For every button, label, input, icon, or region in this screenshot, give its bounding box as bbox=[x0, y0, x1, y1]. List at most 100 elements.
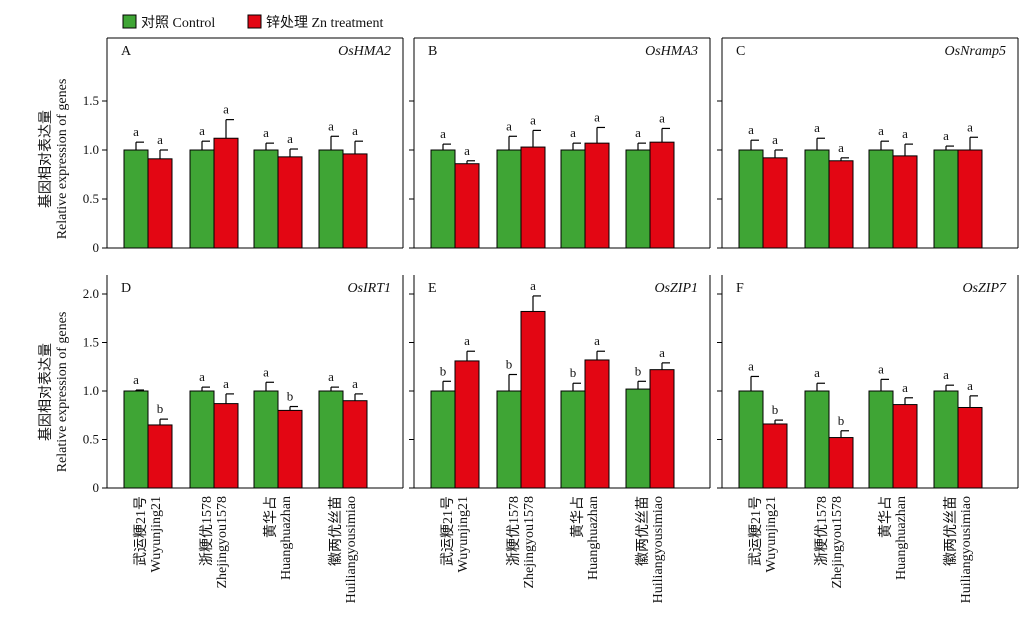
bar bbox=[804, 149, 830, 249]
significance-letter: a bbox=[902, 380, 908, 395]
significance-letter: a bbox=[594, 333, 600, 348]
bar bbox=[520, 146, 546, 249]
bar bbox=[868, 149, 894, 249]
significance-letter: a bbox=[352, 123, 358, 138]
x-category-zh: 黄华占 bbox=[262, 496, 279, 538]
significance-letter: a bbox=[943, 128, 949, 143]
significance-letter: b bbox=[506, 357, 513, 372]
y-tick-label: 0 bbox=[93, 480, 100, 495]
x-category-label: 黄华占 Huanghuazhan bbox=[569, 496, 601, 580]
y-tick-label: 0.5 bbox=[83, 191, 99, 206]
significance-letter: a bbox=[440, 126, 446, 141]
bar bbox=[520, 310, 546, 489]
y-axis-label-en: Relative expression of genes bbox=[55, 79, 70, 240]
x-category-zh: 浙粳优1578 bbox=[506, 496, 522, 566]
x-category-zh: 黄华占 bbox=[569, 496, 586, 538]
significance-letter: a bbox=[772, 132, 778, 147]
significance-letter: a bbox=[464, 333, 470, 348]
significance-letter: a bbox=[157, 132, 163, 147]
x-category-zh: 浙粳优1578 bbox=[814, 496, 830, 566]
legend-control-swatch bbox=[122, 14, 137, 29]
y-axis-label-zh: 基因相对表达量 bbox=[37, 110, 54, 208]
significance-letter: a bbox=[838, 140, 844, 155]
bar bbox=[625, 149, 651, 249]
significance-letter: a bbox=[878, 361, 884, 376]
significance-letter: a bbox=[659, 345, 665, 360]
gene-name: OsNramp5 bbox=[945, 44, 1006, 59]
x-category-label: 徽两优丝苗 Huiliangyousimiao bbox=[328, 496, 359, 603]
bar bbox=[584, 359, 610, 489]
x-category-label: 武运粳21号 Wuyunjing21 bbox=[748, 496, 779, 572]
y-axis-label-en: Relative expression of genes bbox=[55, 312, 70, 473]
bar bbox=[933, 390, 959, 489]
gene-name: OsHMA2 bbox=[338, 44, 391, 59]
significance-letter: a bbox=[943, 367, 949, 382]
x-category-zh: 徽两优丝苗 bbox=[943, 496, 959, 566]
bar bbox=[213, 137, 239, 249]
significance-letter: a bbox=[263, 125, 269, 140]
significance-letter: b bbox=[287, 389, 294, 404]
legend-treatment-swatch bbox=[247, 14, 262, 29]
significance-letter: a bbox=[967, 378, 973, 393]
y-axis-label-zh: 基因相对表达量 bbox=[37, 343, 54, 441]
bar bbox=[123, 149, 149, 249]
bar bbox=[496, 149, 522, 249]
significance-letter: a bbox=[263, 364, 269, 379]
bar bbox=[213, 403, 239, 489]
significance-letter: b bbox=[570, 365, 577, 380]
significance-letter: a bbox=[506, 118, 512, 133]
x-category-en: Wuyunjing21 bbox=[149, 496, 164, 572]
bar bbox=[430, 149, 456, 249]
bar bbox=[253, 390, 279, 489]
x-category-label: 武运粳21号 Wuyunjing21 bbox=[440, 496, 471, 572]
significance-letter: a bbox=[814, 120, 820, 135]
panel-d: 0 0.5 1.0 1.5 2.0 D OsIRT1 a a a a b a b a bbox=[83, 275, 404, 495]
bar bbox=[560, 149, 586, 249]
bar bbox=[253, 149, 279, 249]
panel-c: C OsNramp5 a a a a a a a a bbox=[717, 37, 1019, 249]
significance-letter: a bbox=[328, 118, 334, 133]
x-category-label: 浙粳优1578 Zhejingyou1578 bbox=[814, 496, 845, 589]
bar bbox=[584, 142, 610, 249]
y-axis-label-bottom: 基因相对表达量 Relative expression of genes bbox=[37, 312, 70, 473]
bar bbox=[957, 149, 983, 249]
bar bbox=[957, 406, 983, 489]
x-category-zh: 徽两优丝苗 bbox=[328, 496, 344, 566]
significance-letter: a bbox=[287, 131, 293, 146]
bar bbox=[762, 157, 788, 249]
panel-letter: F bbox=[736, 281, 744, 296]
bar bbox=[828, 437, 854, 489]
significance-letter: a bbox=[199, 369, 205, 384]
bar bbox=[496, 390, 522, 489]
bar bbox=[454, 163, 480, 249]
x-category-zh: 武运粳21号 bbox=[133, 496, 149, 566]
y-tick-label: 0.5 bbox=[83, 432, 99, 447]
bar bbox=[147, 158, 173, 249]
significance-letter: a bbox=[570, 125, 576, 140]
significance-letter: a bbox=[878, 123, 884, 138]
gene-name: OsZIP7 bbox=[962, 281, 1007, 296]
significance-letter: a bbox=[902, 126, 908, 141]
significance-letter: a bbox=[530, 278, 536, 293]
significance-letter: a bbox=[223, 376, 229, 391]
gene-name: OsIRT1 bbox=[347, 281, 391, 296]
x-category-label: 武运粳21号 Wuyunjing21 bbox=[133, 496, 164, 572]
x-category-en: Huiliangyousimiao bbox=[959, 496, 974, 603]
bar bbox=[625, 388, 651, 489]
significance-letter: a bbox=[328, 369, 334, 384]
x-category-label: 浙粳优1578 Zhejingyou1578 bbox=[199, 496, 230, 589]
significance-letter: a bbox=[748, 122, 754, 137]
y-tick-label: 0 bbox=[93, 240, 100, 255]
significance-letter: a bbox=[594, 109, 600, 124]
x-category-zh: 武运粳21号 bbox=[748, 496, 764, 566]
x-category-en: Huanghuazhan bbox=[279, 496, 294, 580]
significance-letter: b bbox=[838, 413, 845, 428]
significance-letter: a bbox=[223, 102, 229, 117]
bar bbox=[804, 390, 830, 489]
panel-letter: C bbox=[736, 44, 745, 59]
bar bbox=[762, 423, 788, 489]
panel-e: E OsZIP1 b b b b a a a a bbox=[409, 275, 711, 489]
x-category-label: 徽两优丝苗 Huiliangyousimiao bbox=[943, 496, 974, 603]
significance-letter: a bbox=[967, 119, 973, 134]
x-category-en: Huanghuazhan bbox=[894, 496, 909, 580]
